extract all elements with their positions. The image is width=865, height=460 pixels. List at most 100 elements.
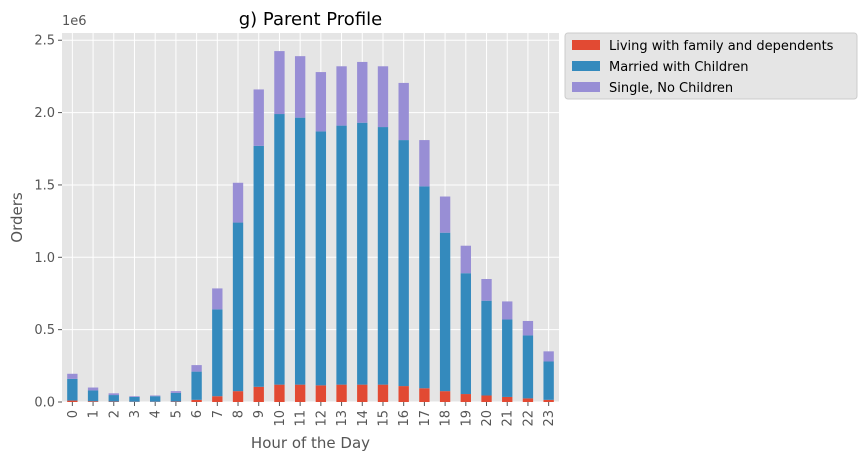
bar-segment	[67, 400, 78, 402]
x-tick-label: 0	[66, 410, 81, 418]
x-tick-label: 12	[314, 410, 329, 427]
bar-segment	[170, 391, 182, 393]
legend-box	[564, 32, 858, 100]
x-axis-ticks: 0 1 2 3 4 5 6 7 8 9 10 11 12 13 14 15 16 17 18 19 20 21 22 23	[66, 402, 557, 427]
bar-segment	[481, 300, 492, 396]
bar-segment	[522, 398, 534, 402]
bar-segment	[129, 396, 140, 397]
bar-segment	[67, 378, 78, 401]
legend: Living with family and dependents Married…	[564, 32, 858, 100]
bar-segment	[191, 399, 202, 402]
bar-segment	[481, 395, 492, 402]
x-tick-label: 2	[107, 410, 122, 418]
bar-segment	[357, 122, 368, 385]
bar-segment	[67, 373, 78, 379]
bar-segment	[87, 401, 99, 402]
bar-segment	[170, 392, 182, 402]
x-tick-label: 10	[273, 410, 288, 427]
bar-segment	[294, 56, 306, 118]
bar-segment	[87, 390, 99, 402]
bar-segment	[150, 396, 161, 402]
legend-swatch	[572, 40, 600, 50]
plot-area	[62, 33, 559, 402]
bar-segment	[398, 386, 409, 402]
bar-segment	[543, 351, 554, 362]
x-tick-label: 17	[418, 410, 433, 427]
y-tick-label: 0.0	[34, 396, 55, 411]
y-tick-label: 2.0	[34, 106, 55, 121]
x-tick-label: 7	[211, 410, 226, 418]
x-tick-label: 9	[252, 410, 267, 418]
bar-segment	[543, 361, 554, 400]
x-tick-label: 23	[542, 410, 557, 427]
legend-label: Living with family and dependents	[609, 39, 834, 54]
bar-segment	[232, 182, 244, 223]
bar-segment	[522, 320, 534, 336]
x-tick-label: 5	[169, 410, 184, 418]
y-axis-ticks: 0.0 0.5 1.0 1.5 2.0 2.5	[34, 34, 62, 411]
bar-segment	[460, 245, 471, 274]
bar-segment	[460, 273, 471, 395]
bar-segment	[419, 186, 430, 389]
legend-swatch	[572, 61, 600, 71]
legend-label: Single, No Children	[609, 81, 733, 96]
bar-segment	[274, 114, 285, 385]
x-tick-label: 1	[87, 410, 102, 418]
bar-segment	[253, 89, 264, 146]
bar-segment	[357, 384, 368, 402]
bar-segment	[191, 371, 202, 400]
bar-segment	[150, 395, 161, 397]
x-tick-label: 21	[501, 410, 516, 427]
bar-segment	[419, 388, 430, 402]
bar-segment	[502, 396, 513, 402]
x-tick-label: 4	[149, 410, 164, 418]
x-tick-label: 19	[459, 410, 474, 427]
bar-segment	[274, 384, 285, 402]
y-tick-label: 0.5	[34, 323, 55, 338]
bar-segment	[315, 385, 327, 402]
chart-title: g) Parent Profile	[239, 9, 382, 30]
bar-segment	[336, 384, 347, 402]
bar-segment	[315, 131, 327, 386]
bar-segment	[502, 319, 513, 397]
bar-segment	[336, 66, 347, 126]
y-tick-label: 1.0	[34, 251, 55, 266]
bar-segment	[439, 232, 451, 392]
bar-segment	[87, 387, 99, 391]
bar-segment	[232, 222, 244, 392]
bar-segment	[543, 399, 554, 402]
bar-segment	[398, 82, 409, 141]
x-tick-label: 20	[480, 410, 495, 427]
x-tick-label: 15	[376, 410, 391, 427]
bar-segment	[398, 140, 409, 387]
bar-segment	[481, 279, 492, 301]
bars-group	[67, 51, 554, 402]
y-tick-label: 2.5	[34, 34, 55, 49]
bar-segment	[212, 288, 223, 310]
bar-segment	[212, 396, 223, 402]
x-tick-label: 16	[397, 410, 412, 427]
x-tick-label: 13	[335, 410, 350, 427]
bar-segment	[191, 365, 202, 372]
bar-segment	[232, 391, 244, 402]
bar-segment	[129, 396, 140, 402]
bar-segment	[253, 386, 264, 402]
x-tick-label: 11	[294, 410, 309, 427]
bar-segment	[315, 72, 327, 132]
bar-segment	[108, 393, 119, 396]
x-tick-label: 6	[190, 410, 205, 418]
bar-segment	[522, 335, 534, 399]
bar-segment	[274, 51, 285, 115]
bar-segment	[253, 145, 264, 387]
x-tick-label: 18	[439, 410, 454, 427]
bar-segment	[419, 140, 430, 187]
bar-segment	[460, 394, 471, 402]
legend-swatch	[572, 82, 600, 92]
bar-segment	[502, 301, 513, 320]
bar-segment	[377, 127, 389, 385]
y-tick-label: 1.5	[34, 178, 55, 193]
x-tick-label: 14	[356, 410, 371, 427]
bar-segment	[439, 391, 451, 402]
x-axis-label: Hour of the Day	[251, 434, 370, 452]
